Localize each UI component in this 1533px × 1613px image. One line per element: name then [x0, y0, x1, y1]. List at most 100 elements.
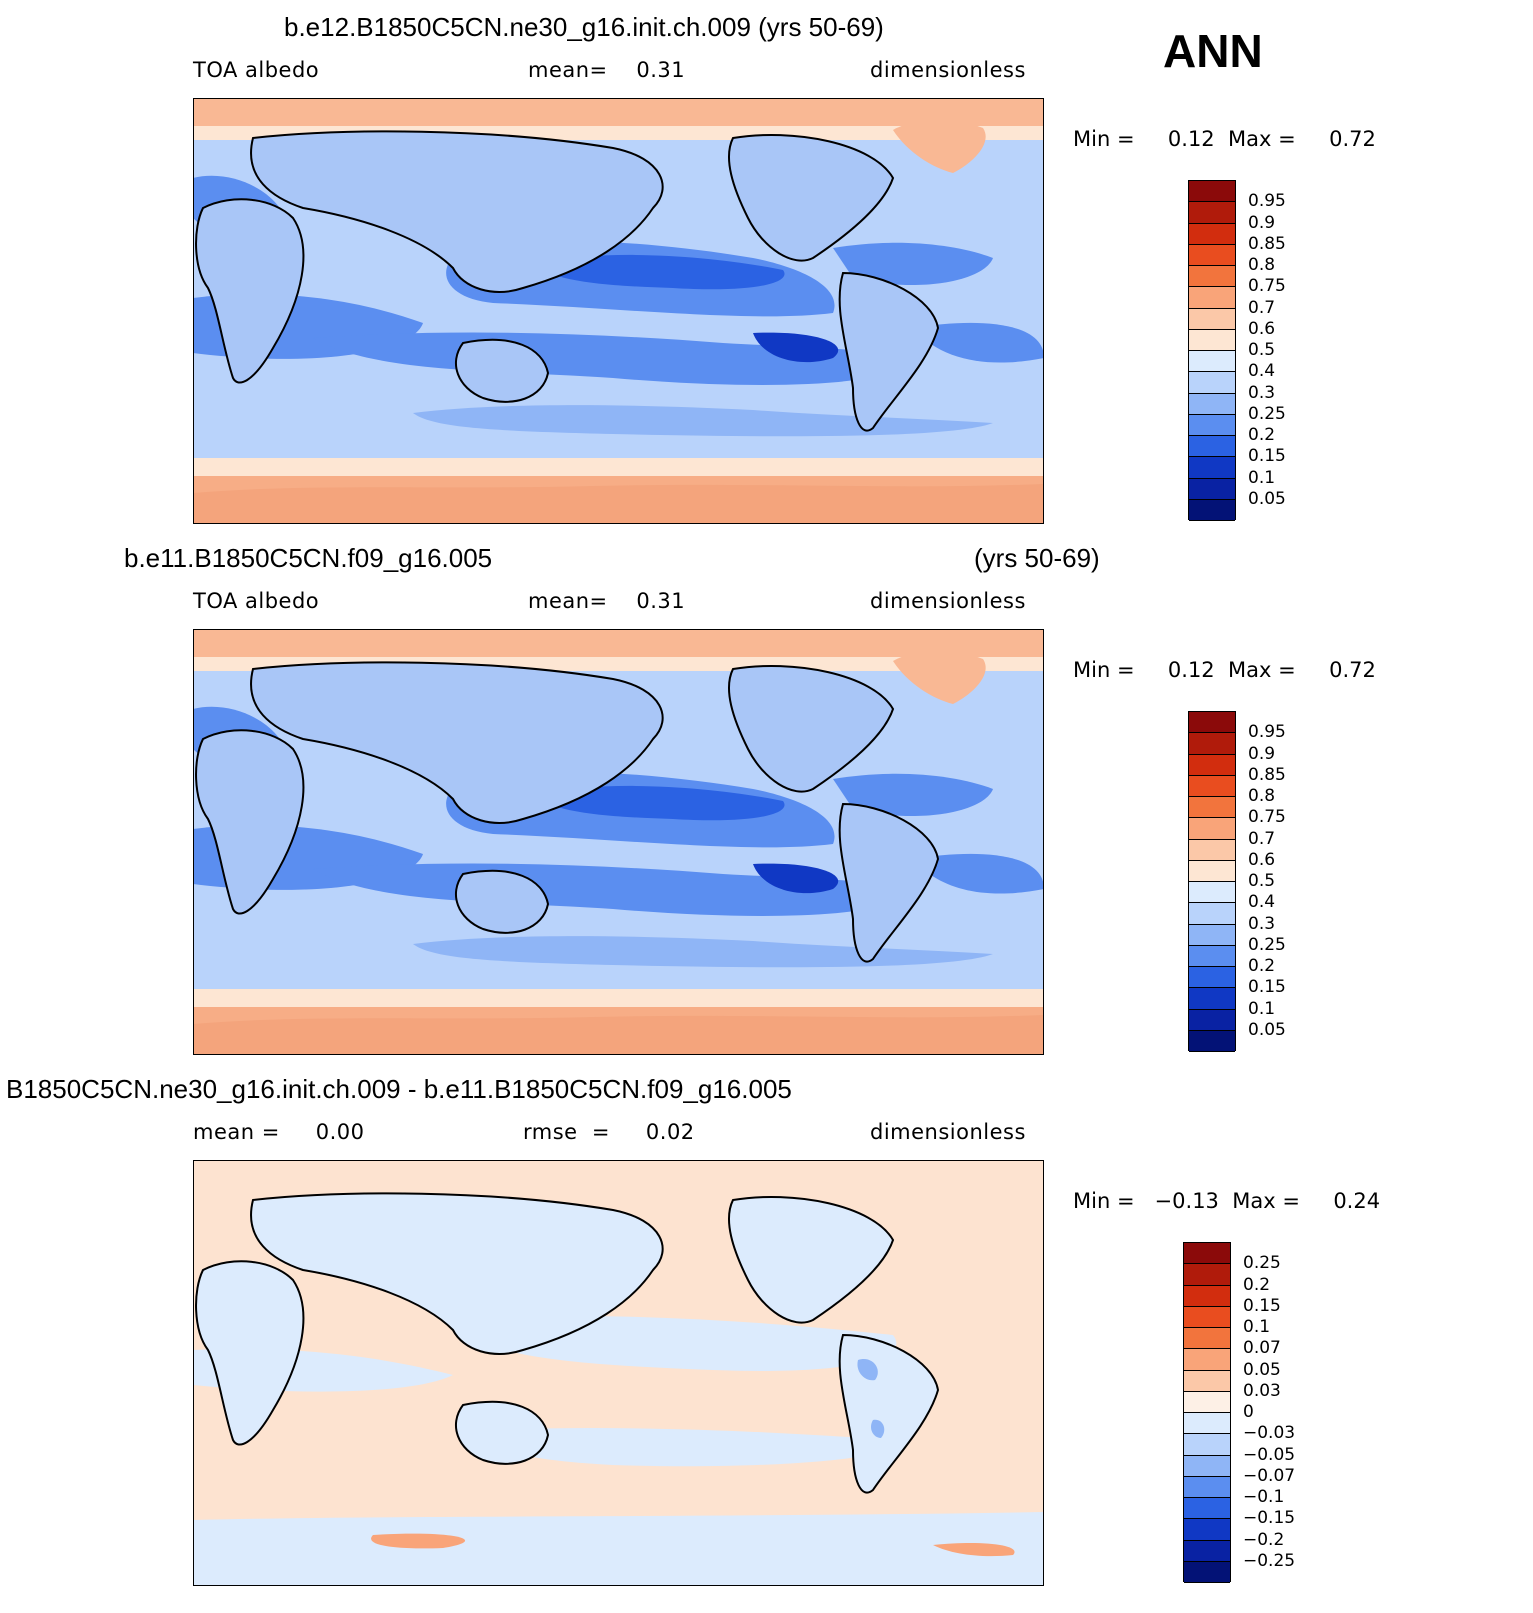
panel2-title-years: (yrs 50-69): [974, 543, 1100, 573]
colorbar-tick-label: −0.2: [1243, 1529, 1285, 1550]
panel1-map: [193, 98, 1044, 524]
colorbar-tick-label: −0.1: [1243, 1487, 1285, 1507]
colorbar-swatch: [1189, 244, 1235, 266]
colorbar-tick-label: 0.3: [1248, 913, 1276, 934]
panel1-units-label: dimensionless: [870, 58, 1026, 82]
panel3-map: [193, 1160, 1044, 1586]
colorbar-swatch: [1189, 436, 1235, 458]
colorbar-tick-label: 0.6: [1248, 318, 1276, 339]
colorbar-tick-label: −0.15: [1243, 1508, 1296, 1529]
colorbar-tick-label: 0.03: [1243, 1380, 1281, 1401]
colorbar-tick-label: 0.6: [1248, 849, 1276, 870]
colorbar-swatch: [1189, 860, 1235, 882]
colorbar-swatch: [1189, 712, 1235, 734]
colorbar-tick-label: 0.9: [1248, 212, 1276, 233]
panel1-minmax: Min = 0.12 Max = 0.72: [1073, 127, 1376, 151]
colorbar-tick-label: −0.25: [1243, 1550, 1296, 1571]
colorbar-swatch: [1189, 329, 1235, 351]
colorbar-tick-label: 0.85: [1248, 764, 1286, 785]
colorbar-tick-label: 0.1: [1243, 1317, 1271, 1337]
colorbar-tick-label: 0.95: [1248, 722, 1286, 743]
panel3-colorbar: [1183, 1242, 1231, 1583]
colorbar-tick-label: 0.15: [1243, 1295, 1281, 1316]
colorbar-swatch: [1189, 393, 1235, 415]
panel1-mean-label: mean= 0.31: [528, 58, 686, 82]
panel1-title: b.e12.B1850C5CN.ne30_g16.init.ch.009 (yr…: [284, 12, 884, 42]
colorbar-tick-label: 0.7: [1248, 297, 1276, 318]
colorbar-tick-label: 0.2: [1248, 425, 1276, 445]
colorbar-swatch: [1184, 1391, 1230, 1413]
colorbar-swatch: [1189, 1030, 1235, 1052]
colorbar-swatch: [1184, 1434, 1230, 1456]
colorbar-tick-label: 0.2: [1248, 956, 1276, 976]
colorbar-swatch: [1184, 1370, 1230, 1392]
colorbar-tick-label: 0.75: [1248, 276, 1286, 297]
colorbar-swatch: [1189, 499, 1235, 521]
colorbar-tick-label: 0.9: [1248, 743, 1276, 764]
season-label: ANN: [1163, 25, 1263, 77]
panel1-variable-label: TOA albedo: [193, 58, 320, 82]
panel3-rmse-label: rmse = 0.02: [523, 1120, 695, 1144]
colorbar-swatch: [1189, 1009, 1235, 1031]
colorbar-swatch: [1184, 1306, 1230, 1328]
colorbar-swatch: [1189, 351, 1235, 373]
colorbar-tick-label: 0.95: [1248, 191, 1286, 212]
panel3-minmax: Min = −0.13 Max = 0.24: [1073, 1189, 1381, 1213]
colorbar-swatch: [1189, 181, 1235, 203]
colorbar-swatch: [1189, 372, 1235, 394]
panel2-colorbar: [1188, 711, 1236, 1052]
colorbar-tick-label: 0.8: [1248, 255, 1276, 275]
panel2-minmax: Min = 0.12 Max = 0.72: [1073, 658, 1376, 682]
colorbar-swatch: [1189, 202, 1235, 224]
colorbar-tick-label: 0.1: [1248, 998, 1276, 1019]
panel1-colorbar: [1188, 180, 1236, 521]
panel3-mean-label: mean = 0.00: [193, 1120, 365, 1144]
colorbar-tick-label: 0.2: [1243, 1274, 1271, 1295]
colorbar-tick-label: 0.05: [1248, 1019, 1286, 1040]
colorbar-tick-label: 0.15: [1248, 446, 1286, 467]
colorbar-swatch: [1184, 1328, 1230, 1350]
colorbar-swatch: [1184, 1476, 1230, 1498]
colorbar-tick-label: 0.8: [1248, 786, 1276, 806]
colorbar-tick-label: 0.5: [1248, 340, 1276, 360]
colorbar-tick-label: 0.25: [1248, 403, 1286, 424]
colorbar-swatch: [1184, 1413, 1230, 1435]
colorbar-swatch: [1184, 1349, 1230, 1371]
panel2-units-label: dimensionless: [870, 589, 1026, 613]
colorbar-tick-label: −0.03: [1243, 1423, 1296, 1444]
colorbar-swatch: [1189, 287, 1235, 309]
colorbar-tick-label: 0.75: [1248, 807, 1286, 828]
panel2-variable-label: TOA albedo: [193, 589, 320, 613]
colorbar-swatch: [1184, 1285, 1230, 1307]
colorbar-tick-label: 0.25: [1243, 1253, 1281, 1274]
colorbar-tick-label: 0.3: [1248, 382, 1276, 403]
colorbar-tick-label: −0.07: [1243, 1465, 1296, 1486]
colorbar-tick-label: 0: [1243, 1402, 1254, 1422]
panel2-mean-label: mean= 0.31: [528, 589, 686, 613]
colorbar-swatch: [1189, 754, 1235, 776]
colorbar-swatch: [1184, 1455, 1230, 1477]
colorbar-swatch: [1189, 733, 1235, 755]
colorbar-swatch: [1189, 478, 1235, 500]
colorbar-tick-label: 0.5: [1248, 871, 1276, 891]
colorbar-swatch: [1189, 882, 1235, 904]
colorbar-tick-label: −0.05: [1243, 1444, 1296, 1465]
colorbar-tick-label: 0.15: [1248, 977, 1286, 998]
colorbar-tick-label: 0.05: [1248, 488, 1286, 509]
colorbar-tick-label: 0.4: [1248, 361, 1276, 382]
colorbar-swatch: [1189, 775, 1235, 797]
colorbar-swatch: [1189, 924, 1235, 946]
colorbar-tick-label: 0.7: [1248, 828, 1276, 849]
colorbar-swatch: [1189, 266, 1235, 288]
colorbar-swatch: [1189, 818, 1235, 840]
panel2-title: b.e11.B1850C5CN.f09_g16.005: [124, 543, 493, 573]
colorbar-swatch: [1189, 308, 1235, 330]
panel3-title: B1850C5CN.ne30_g16.init.ch.009 - b.e11.B…: [6, 1074, 792, 1104]
colorbar-swatch: [1184, 1243, 1230, 1265]
colorbar-swatch: [1189, 967, 1235, 989]
colorbar-swatch: [1189, 457, 1235, 479]
colorbar-swatch: [1189, 945, 1235, 967]
colorbar-swatch: [1189, 414, 1235, 436]
colorbar-swatch: [1189, 797, 1235, 819]
colorbar-tick-label: 0.07: [1243, 1338, 1281, 1359]
